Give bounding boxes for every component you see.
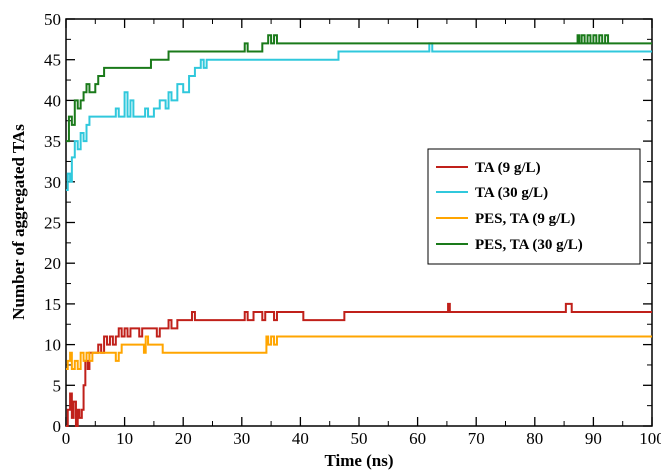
y-tick-label: 10 <box>44 336 61 355</box>
x-tick-label: 60 <box>409 429 426 448</box>
y-tick-label: 5 <box>53 376 62 395</box>
y-tick-label: 25 <box>44 214 61 233</box>
y-tick-label: 50 <box>44 10 61 29</box>
x-tick-label: 10 <box>116 429 133 448</box>
legend-label-0: TA (9 g/L) <box>475 160 541 176</box>
series-line-0 <box>66 302 652 427</box>
x-tick-label: 50 <box>351 429 368 448</box>
y-tick-label: 15 <box>44 295 61 314</box>
axis-ticks: 0 10 20 30 40 50 60 70 80 90 100 0 5 10 15 20 25 30 35 40 45… <box>44 10 661 448</box>
y-tick-label: 35 <box>44 132 61 151</box>
legend-label-3: PES, TA (30 g/L) <box>475 237 583 253</box>
y-tick-label: 30 <box>44 173 61 192</box>
series-line-2 <box>66 335 652 371</box>
x-tick-label: 80 <box>526 429 543 448</box>
x-tick-label: 30 <box>233 429 250 448</box>
series-line-3 <box>66 34 652 143</box>
x-axis-title: Time (ns) <box>324 451 393 470</box>
y-tick-label: 40 <box>44 91 61 110</box>
legend-label-1: TA (30 g/L) <box>475 185 548 201</box>
x-tick-label: 100 <box>639 429 661 448</box>
y-tick-label: 20 <box>44 254 61 273</box>
series-layer <box>66 34 652 427</box>
x-tick-label: 90 <box>585 429 602 448</box>
x-tick-label: 70 <box>468 429 485 448</box>
y-axis-title: Number of aggregated TAs <box>9 124 28 320</box>
y-tick-label: 0 <box>53 417 62 436</box>
x-tick-label: 0 <box>62 429 71 448</box>
x-tick-label: 40 <box>292 429 309 448</box>
legend-label-2: PES, TA (9 g/L) <box>475 211 575 227</box>
y-tick-label: 45 <box>44 51 61 70</box>
legend: TA (9 g/L) TA (30 g/L) PES, TA (9 g/L) P… <box>427 148 641 265</box>
series-line-1 <box>66 42 652 191</box>
x-tick-label: 20 <box>175 429 192 448</box>
